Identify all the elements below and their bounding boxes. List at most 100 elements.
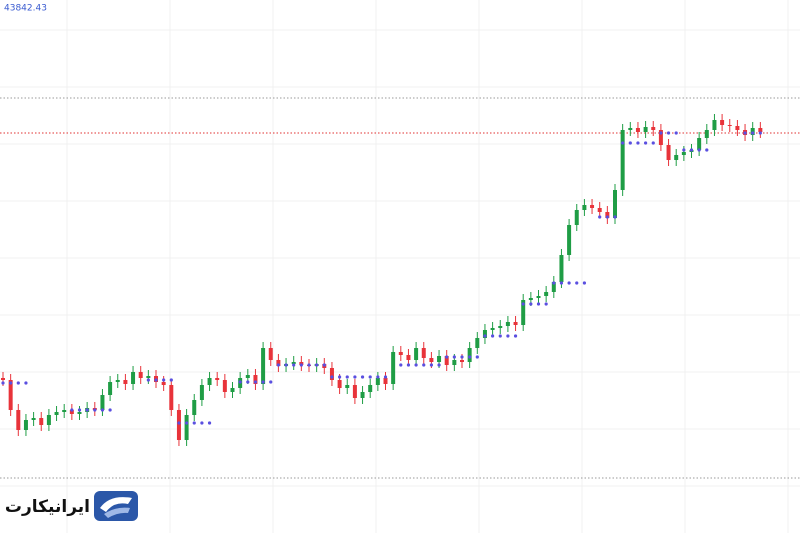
candle-body: [643, 127, 648, 132]
logo: ایرانیکارت: [5, 491, 138, 521]
sar-dot: [360, 375, 365, 379]
price-label: 43842.43: [4, 4, 47, 14]
sar-dot: [697, 148, 701, 152]
candle-body: [421, 348, 426, 358]
sar-dot: [651, 141, 655, 145]
sar-dot: [682, 148, 686, 152]
candle-body: [253, 375, 258, 384]
sar-dot: [674, 131, 678, 135]
sar-dot: [383, 375, 388, 379]
candle-body: [146, 376, 151, 378]
candle-body: [69, 410, 74, 414]
candle-body: [658, 130, 663, 145]
candle-body: [192, 400, 197, 415]
candle-body: [337, 380, 342, 388]
sar-dot: [460, 355, 464, 359]
candle-body: [169, 385, 174, 410]
sar-dot: [605, 215, 609, 219]
sar-dot: [666, 131, 671, 135]
sar-dot: [185, 421, 189, 425]
candle-body: [559, 255, 564, 282]
sar-dot: [513, 334, 518, 338]
candle-body: [207, 378, 212, 385]
candle-body: [1, 378, 5, 380]
sar-dot: [77, 408, 82, 412]
candle-body: [704, 130, 709, 138]
sar-dot: [299, 363, 303, 367]
sar-dot: [483, 334, 487, 338]
candle-body: [513, 322, 518, 325]
candle-body: [245, 375, 250, 378]
candle-body: [54, 412, 59, 415]
sar-dot: [521, 302, 525, 306]
sar-dot: [491, 334, 495, 338]
levels: [0, 97, 800, 479]
sar-dot: [338, 375, 342, 379]
sar-dot: [162, 378, 166, 382]
candle-body: [77, 412, 82, 414]
candle-body: [31, 418, 36, 420]
candle-body: [475, 338, 480, 348]
candle-body: [582, 205, 587, 210]
candle-body: [138, 372, 143, 378]
candle-body: [276, 360, 281, 366]
candle-body: [215, 378, 220, 380]
candle-body: [406, 355, 411, 360]
candle-body: [735, 126, 740, 130]
sar-dot: [705, 148, 709, 152]
sar-dot: [559, 281, 564, 285]
candle-body: [528, 298, 533, 300]
sar-dot: [621, 141, 625, 145]
candle-body: [521, 300, 526, 325]
candle-body: [590, 205, 595, 208]
candle-body: [352, 385, 357, 398]
sar-dot: [70, 408, 74, 412]
sar-dot: [93, 408, 97, 412]
candle-body: [46, 415, 51, 425]
sar-dot: [498, 334, 502, 338]
logo-icon: [94, 491, 138, 521]
sar-dot: [169, 378, 173, 382]
candle-body: [62, 410, 67, 412]
candle-body: [8, 380, 13, 410]
candle-body: [551, 282, 556, 292]
candle-body: [666, 145, 671, 160]
sar-dot: [292, 363, 296, 367]
sar-dot: [368, 375, 372, 379]
candle-body: [437, 356, 442, 362]
sar-dot: [567, 281, 571, 285]
candle-body: [505, 322, 510, 326]
candle-body: [268, 348, 273, 360]
candle-body: [482, 330, 487, 338]
candle-body: [727, 125, 732, 126]
sar-dot: [399, 363, 403, 367]
candle-body: [628, 128, 633, 130]
sar-dot: [177, 421, 181, 425]
sar-dot: [146, 378, 150, 382]
sar-dot: [689, 148, 694, 152]
candle-body: [414, 348, 419, 360]
sar-dot: [261, 380, 265, 384]
candle-body: [444, 356, 449, 365]
sar-dot: [24, 381, 28, 385]
candle-body: [123, 380, 128, 384]
sar-dot: [659, 131, 663, 135]
sar-dot: [452, 355, 456, 359]
sar-dot: [445, 355, 449, 359]
sar-dot: [238, 380, 242, 384]
candle-body: [176, 410, 181, 440]
sar-dot: [468, 355, 472, 359]
candle-body: [758, 128, 763, 132]
sar-dot: [758, 131, 762, 135]
sar-dot: [406, 363, 411, 367]
sar-dot: [529, 302, 533, 306]
sar-dot: [414, 363, 418, 367]
sar-dot: [345, 375, 349, 379]
sar-dot: [9, 381, 13, 385]
candle-body: [261, 348, 266, 384]
sar-dot: [552, 281, 556, 285]
candle-body: [131, 372, 136, 384]
candle-body: [23, 420, 28, 430]
candle-body: [222, 380, 227, 392]
